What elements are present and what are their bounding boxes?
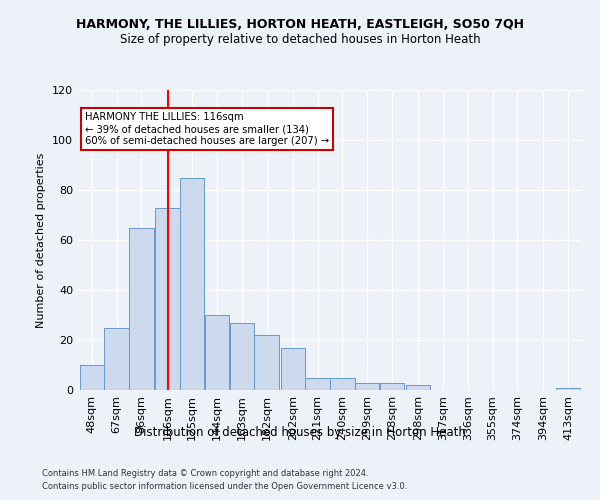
Text: Distribution of detached houses by size in Horton Heath: Distribution of detached houses by size …	[134, 426, 466, 439]
Text: HARMONY THE LILLIES: 116sqm
← 39% of detached houses are smaller (134)
60% of se: HARMONY THE LILLIES: 116sqm ← 39% of det…	[85, 112, 329, 146]
Bar	[406, 385, 430, 390]
Text: Size of property relative to detached houses in Horton Heath: Size of property relative to detached ho…	[119, 32, 481, 46]
Bar	[129, 228, 154, 390]
Bar	[155, 208, 179, 390]
Bar	[80, 365, 104, 390]
Y-axis label: Number of detached properties: Number of detached properties	[37, 152, 46, 328]
Text: Contains HM Land Registry data © Crown copyright and database right 2024.: Contains HM Land Registry data © Crown c…	[42, 468, 368, 477]
Bar	[556, 388, 580, 390]
Bar	[281, 348, 305, 390]
Bar	[180, 178, 205, 390]
Bar	[355, 382, 379, 390]
Bar	[230, 322, 254, 390]
Bar	[104, 328, 129, 390]
Bar	[380, 382, 404, 390]
Bar	[305, 378, 330, 390]
Bar	[205, 315, 229, 390]
Bar	[254, 335, 279, 390]
Text: Contains public sector information licensed under the Open Government Licence v3: Contains public sector information licen…	[42, 482, 407, 491]
Text: HARMONY, THE LILLIES, HORTON HEATH, EASTLEIGH, SO50 7QH: HARMONY, THE LILLIES, HORTON HEATH, EAST…	[76, 18, 524, 30]
Bar	[330, 378, 355, 390]
